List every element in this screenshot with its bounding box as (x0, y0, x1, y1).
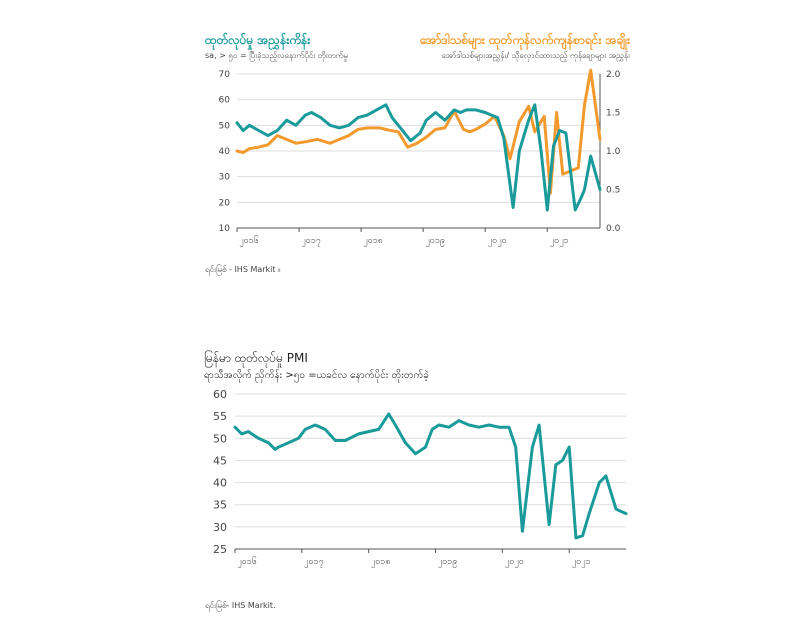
chart2-x-tick-label: ၂၀၁၈ (371, 557, 391, 568)
chart2-source: ရင်းမြစ်- IHS Markit. (205, 601, 276, 610)
chart2-y-tick-label: 30 (213, 521, 227, 534)
chart1-x-tick-label: ၂၀၁၇ (301, 236, 321, 247)
chart1-series-teal-line (235, 103, 602, 212)
chart1-x-tick-label: ၂၀၂၁ (550, 236, 569, 247)
chart2-y-tick-label: 60 (213, 388, 227, 401)
chart1-x-tick-label: ၂၀၁၉ (425, 236, 445, 247)
chart1-x-tick-label: ၂၀၁၆ (239, 235, 259, 247)
chart1-y-left-tick-label: 50 (219, 121, 231, 131)
chart1-y-left-tick-label: 70 (219, 70, 231, 80)
chart2-x-tick-label: ၂၀၁၇ (304, 557, 324, 568)
chart1-subtitle-left: sa, > ၅၀ = ပြီးခဲ့သည့်လနောက်ပိုင်း တိုးတ… (205, 51, 348, 60)
chart2-y-tick-label: 45 (213, 454, 227, 467)
chart1-title-left: ထုတ်လုပ်မှု အညွှန်းကိန်း (205, 33, 311, 47)
chart1-y-right-tick-label: 2.0 (606, 70, 621, 80)
chart1-y-right-tick-label: 1.0 (606, 147, 621, 157)
chart2-x-tick-label: ၂၀၂၁ (572, 557, 591, 568)
chart1-x-tick-label: ၂၀၁၈ (363, 236, 383, 247)
chart1-title-right: အော်ဒါသစ်များ ထုတ်ကုန်လက်ကျန်စာရင်း အချိ… (419, 33, 630, 47)
chart1-y-left-tick-label: 60 (219, 96, 231, 106)
chart2-y-tick-label: 40 (213, 477, 227, 490)
chart2-subtitle: ရာသီအလိုက် ညှိကိန်း >၅၀ =ယခင်လ နောက်ပိုင… (204, 370, 429, 381)
chart1-y-left-tick-label: 30 (219, 173, 231, 183)
chart1-y-left-tick-label: 20 (219, 198, 231, 208)
chart1-source: ရင်းမြစ် - IHS Markit ။ (205, 265, 281, 274)
chart2-x-tick-label: ၂၀၁၉ (438, 557, 458, 568)
chart2-y-tick-label: 35 (213, 499, 227, 512)
chart1-series-orange-line (235, 68, 602, 195)
chart2-y-tick-label: 50 (213, 432, 227, 445)
chart1-y-left-tick-label: 10 (219, 224, 231, 234)
chart2-y-tick-label: 25 (213, 543, 227, 556)
chart2-x-tick-label: ၂၀၂၀ (505, 557, 524, 568)
chart1-subtitle-right: အော်ဒါသစ်များအညွှန်း/ သိုလှောင်ထားသည့် က… (441, 51, 630, 60)
chart1-y-left-tick-label: 40 (219, 147, 231, 157)
chart2-y-tick-label: 55 (213, 410, 227, 423)
chart2-x-tick-label: ၂၀၁၆ (237, 556, 257, 568)
chart1-y-right-tick-label: 0.5 (606, 186, 620, 196)
chart1-x-tick-label: ၂၀၂၀ (488, 236, 507, 247)
chart2-series-teal-line (233, 412, 628, 540)
chart2-title: မြန်မာ ထုတ်လုပ်မှု PMI (204, 351, 308, 365)
chart1-y-right-tick-label: 0.0 (606, 224, 621, 234)
chart1-y-right-tick-label: 1.5 (606, 109, 620, 119)
